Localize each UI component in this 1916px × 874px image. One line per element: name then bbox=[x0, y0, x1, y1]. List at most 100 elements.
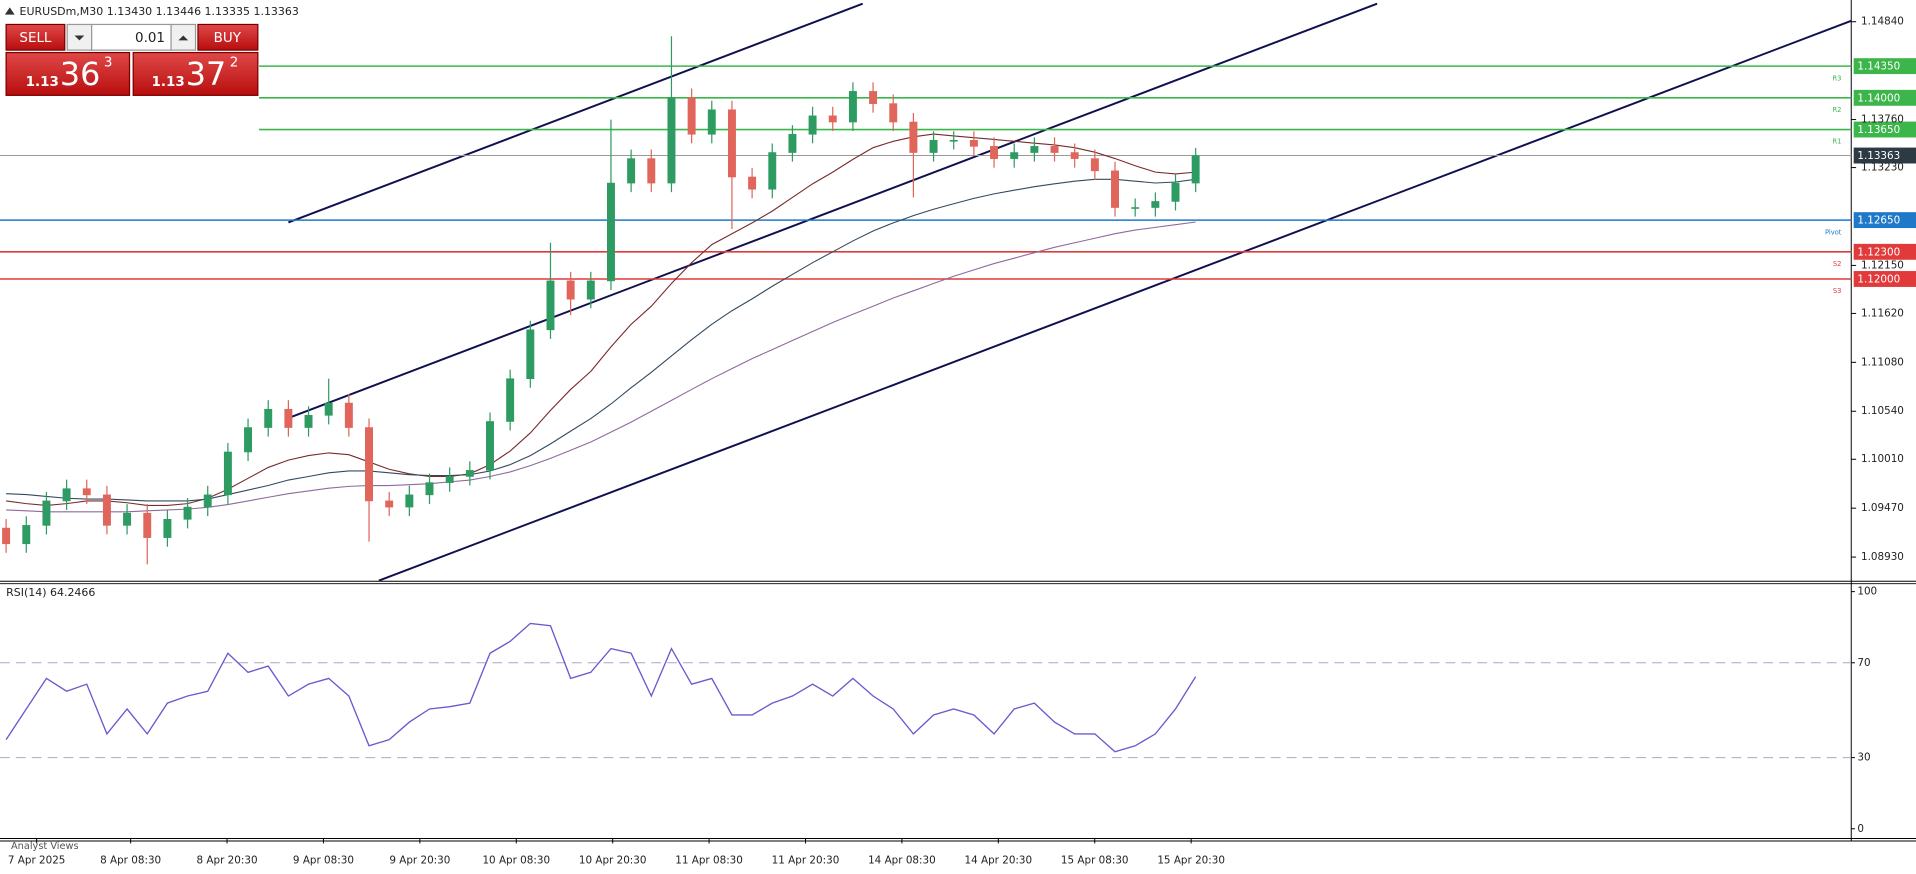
rsi-panel: RSI(14) 64.2466 0 30 70 100 bbox=[0, 586, 1877, 835]
candle-body bbox=[828, 115, 837, 123]
y-tick-label: 1.08930 bbox=[1861, 551, 1904, 563]
level-label: 1.14000 bbox=[1857, 92, 1900, 104]
level-label-box bbox=[1853, 89, 1916, 106]
candle-body bbox=[768, 152, 777, 190]
level-label: 1.12650 bbox=[1857, 215, 1900, 227]
sell-button[interactable] bbox=[5, 23, 66, 51]
y-tick-label: 0 bbox=[1857, 823, 1864, 835]
candle-body bbox=[506, 378, 515, 422]
pivot-name: R2 bbox=[1833, 106, 1842, 114]
x-tick-label: 14 Apr 08:30 bbox=[868, 855, 936, 867]
candle-body bbox=[627, 158, 636, 184]
trend-line bbox=[288, 2, 864, 224]
candle-body bbox=[1191, 155, 1200, 184]
level-label: 1.13363 bbox=[1857, 150, 1900, 162]
analyst-views-tab[interactable]: Analyst Views bbox=[11, 841, 79, 852]
candle-body bbox=[667, 97, 676, 184]
level-label-box bbox=[1853, 243, 1916, 260]
sell-price-pips: 36 bbox=[60, 57, 100, 93]
pivot-name: S3 bbox=[1833, 287, 1842, 295]
level-label: 1.14350 bbox=[1857, 61, 1900, 73]
rsi-line bbox=[5, 622, 1197, 753]
lot-input[interactable] bbox=[91, 23, 172, 51]
candle-body bbox=[929, 140, 938, 153]
sell-label: SELL bbox=[19, 31, 52, 46]
x-tick-label: 15 Apr 20:30 bbox=[1157, 855, 1225, 867]
pivot-name: R1 bbox=[1833, 138, 1842, 146]
candle-body bbox=[727, 109, 736, 178]
candle-body bbox=[102, 494, 111, 526]
lot-value: 0.01 bbox=[135, 31, 165, 46]
candle-body bbox=[647, 158, 656, 184]
candle-body bbox=[1171, 182, 1180, 202]
time-axis: 7 Apr 2025 8 Apr 08:30 8 Apr 20:30 9 Apr 08… bbox=[8, 838, 1225, 867]
price-axis: 1.14840 1.13760 1.13230 1.12150 1.11620 1.110… bbox=[1851, 16, 1904, 563]
candle-body bbox=[808, 115, 817, 135]
candle-body bbox=[707, 109, 716, 135]
candle-body bbox=[788, 133, 797, 153]
y-tick-label: 1.13760 bbox=[1861, 114, 1904, 126]
candle-body bbox=[990, 146, 999, 159]
buy-button[interactable] bbox=[197, 23, 259, 51]
moving-average bbox=[6, 221, 1196, 513]
sell-price-box[interactable] bbox=[5, 51, 131, 96]
x-tick-label: 10 Apr 08:30 bbox=[482, 855, 550, 867]
level-label-box bbox=[1853, 212, 1916, 229]
trend-line bbox=[288, 2, 1378, 419]
candle-body bbox=[869, 91, 878, 104]
y-tick-label: 1.12150 bbox=[1861, 259, 1904, 271]
candle-body bbox=[22, 525, 31, 545]
candle-body bbox=[203, 494, 212, 508]
candle-body bbox=[465, 470, 474, 477]
x-tick-label: 11 Apr 08:30 bbox=[675, 855, 743, 867]
level-label-box bbox=[1853, 58, 1916, 75]
level-label: 1.13650 bbox=[1857, 124, 1900, 136]
candle-body bbox=[405, 494, 414, 508]
buy-label: BUY bbox=[214, 31, 242, 46]
candle-body bbox=[223, 451, 232, 496]
indicator-title: RSI(14) 64.2466 bbox=[6, 586, 95, 599]
candle-body bbox=[2, 527, 11, 545]
candles bbox=[2, 36, 1200, 565]
sell-price-big: 1.13 bbox=[26, 75, 59, 90]
buy-price-box[interactable] bbox=[132, 51, 259, 96]
candle-body bbox=[546, 280, 555, 331]
candle-body bbox=[123, 512, 132, 526]
trend-line bbox=[378, 19, 1852, 582]
buy-price-point: 2 bbox=[230, 55, 239, 70]
candle-body bbox=[183, 506, 192, 520]
levels: 1.14350R31.14000R21.13650R11.133631.1265… bbox=[0, 58, 1916, 295]
candle-body bbox=[949, 140, 958, 142]
y-tick-label: 1.10010 bbox=[1861, 453, 1904, 465]
level-label-box bbox=[1853, 271, 1916, 287]
candle-body bbox=[1010, 152, 1019, 159]
y-tick-label: 70 bbox=[1857, 657, 1870, 669]
x-tick-label: 11 Apr 20:30 bbox=[772, 855, 840, 867]
pivot-name: Pivot bbox=[1825, 228, 1842, 236]
candle-body bbox=[324, 402, 333, 416]
chart-header: EURUSDm,M30 1.13430 1.13446 1.13335 1.13… bbox=[20, 5, 299, 18]
collapse-icon[interactable] bbox=[4, 7, 15, 15]
candle-body bbox=[163, 518, 172, 538]
candle-body bbox=[365, 427, 373, 502]
buy-price-big: 1.13 bbox=[152, 75, 185, 90]
candle-body bbox=[385, 500, 394, 508]
candle-body bbox=[1030, 146, 1039, 153]
pivot-name: R3 bbox=[1833, 74, 1842, 82]
candle-body bbox=[606, 182, 615, 282]
candle-body bbox=[42, 500, 51, 526]
candle-body bbox=[304, 415, 313, 428]
buy-price-pips: 37 bbox=[186, 57, 226, 93]
y-tick-label: 30 bbox=[1857, 752, 1870, 764]
one-click-trading: SELL 0.01 BUY 1.13 36 3 1.13 37 2 bbox=[5, 23, 259, 96]
candle-body bbox=[526, 329, 535, 380]
candle-body bbox=[848, 91, 857, 123]
candle-body bbox=[486, 421, 494, 471]
x-tick-label: 8 Apr 08:30 bbox=[100, 855, 161, 867]
x-tick-label: 10 Apr 20:30 bbox=[579, 855, 647, 867]
x-tick-label: 9 Apr 20:30 bbox=[389, 855, 450, 867]
sell-price-point: 3 bbox=[104, 55, 113, 70]
